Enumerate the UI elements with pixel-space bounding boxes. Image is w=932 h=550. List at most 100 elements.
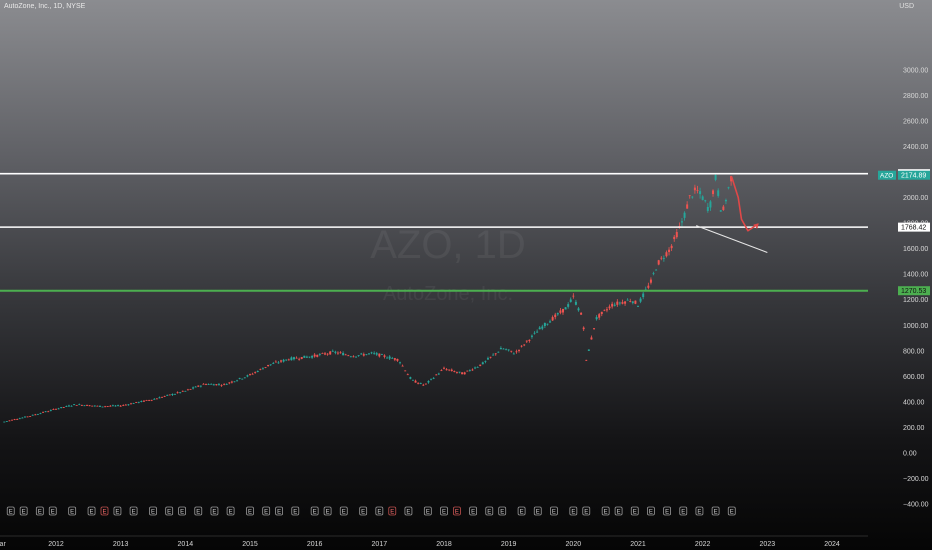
candle-body bbox=[587, 349, 590, 351]
candle-body bbox=[277, 362, 280, 364]
candle-body bbox=[468, 370, 471, 371]
symbol-tag-bg bbox=[878, 170, 896, 180]
candle-body bbox=[16, 419, 19, 420]
earnings-marker bbox=[100, 506, 109, 516]
earnings-marker bbox=[423, 506, 432, 516]
candle-body bbox=[621, 302, 624, 304]
candle-body bbox=[489, 356, 492, 358]
earnings-marker-label: E bbox=[22, 510, 26, 516]
candle-body bbox=[559, 310, 562, 313]
candle-body bbox=[639, 298, 642, 302]
candle-body bbox=[486, 358, 489, 360]
candle-body bbox=[23, 416, 26, 418]
candle-body bbox=[246, 375, 249, 377]
candle-body bbox=[124, 404, 127, 406]
candle-body bbox=[719, 210, 722, 212]
candle-body bbox=[649, 279, 652, 283]
earnings-marker bbox=[498, 506, 507, 516]
x-tick-label: 2019 bbox=[501, 541, 517, 548]
price-tag: 2174.89 bbox=[901, 173, 926, 180]
candle-body bbox=[220, 385, 223, 387]
candle-body bbox=[414, 380, 417, 383]
candle-body bbox=[634, 300, 637, 304]
candle-body bbox=[93, 405, 96, 407]
earnings-marker bbox=[469, 506, 478, 516]
level-label: 1270.53 bbox=[901, 288, 926, 295]
earnings-marker bbox=[647, 506, 655, 516]
candle-body bbox=[668, 249, 671, 253]
earnings-marker bbox=[87, 506, 96, 516]
candle-body bbox=[49, 409, 52, 411]
candle-body bbox=[215, 384, 218, 386]
candle-body bbox=[404, 370, 407, 372]
x-tick-label: 2013 bbox=[113, 541, 129, 548]
candle-body bbox=[280, 360, 283, 362]
x-tick-label: 2020 bbox=[566, 541, 582, 548]
candle-body bbox=[274, 361, 277, 363]
earnings-marker-label: E bbox=[264, 510, 268, 516]
candle-body bbox=[181, 390, 184, 392]
candle-body bbox=[264, 367, 267, 368]
candle-body bbox=[492, 354, 495, 356]
earnings-marker bbox=[178, 506, 187, 516]
candle-body bbox=[717, 190, 720, 196]
earnings-marker bbox=[262, 506, 271, 516]
level-tag bbox=[898, 222, 930, 232]
candle-body bbox=[577, 308, 580, 311]
earnings-marker-label: E bbox=[681, 510, 685, 516]
candle-body bbox=[233, 381, 236, 383]
earnings-marker-label: E bbox=[455, 510, 459, 516]
x-tick-label: 2014 bbox=[178, 541, 194, 548]
candle-body bbox=[536, 331, 539, 333]
candle-body bbox=[572, 295, 575, 297]
earnings-marker-label: E bbox=[151, 510, 155, 516]
earnings-marker-label: E bbox=[604, 510, 608, 516]
candle-body bbox=[430, 378, 433, 380]
candle-body bbox=[730, 176, 733, 182]
earnings-marker-label: E bbox=[115, 510, 119, 516]
earnings-marker-label: E bbox=[714, 510, 718, 516]
candle-body bbox=[223, 383, 226, 385]
candle-body bbox=[57, 408, 60, 410]
candle-body bbox=[67, 405, 70, 407]
candle-body bbox=[334, 351, 337, 353]
candle-body bbox=[127, 404, 130, 406]
earnings-marker bbox=[727, 506, 736, 516]
candle-body bbox=[80, 404, 83, 406]
candle-body bbox=[476, 366, 479, 368]
candle-body bbox=[631, 301, 634, 303]
candle-body bbox=[523, 344, 526, 346]
earnings-marker bbox=[453, 506, 461, 516]
candle-body bbox=[119, 405, 122, 407]
earnings-marker-label: E bbox=[426, 510, 430, 516]
candle-body bbox=[450, 369, 453, 371]
candle-body bbox=[448, 369, 451, 371]
candle-body bbox=[525, 340, 528, 342]
candle-body bbox=[75, 405, 78, 406]
candle-body bbox=[114, 405, 117, 407]
earnings-marker-label: E bbox=[102, 510, 106, 516]
earnings-marker-label: E bbox=[248, 510, 252, 516]
candle-body bbox=[699, 191, 702, 195]
candle-body bbox=[135, 401, 138, 403]
candle-body bbox=[150, 399, 153, 401]
y-tick-label: 200.00 bbox=[903, 425, 925, 432]
candle-body bbox=[637, 306, 639, 308]
earnings-marker bbox=[404, 506, 413, 516]
candle-body bbox=[130, 403, 133, 405]
candle-body bbox=[419, 382, 422, 384]
candle-body bbox=[62, 407, 65, 408]
level-label: 1768.42 bbox=[901, 225, 926, 232]
y-tick-label: 1400.00 bbox=[903, 272, 928, 279]
candle-body bbox=[8, 420, 11, 422]
x-tick-label: 2024 bbox=[824, 541, 840, 548]
candle-body bbox=[693, 187, 696, 191]
candle-body bbox=[624, 301, 627, 304]
earnings-marker bbox=[440, 506, 448, 516]
candle-body bbox=[417, 382, 420, 384]
candle-body bbox=[546, 323, 549, 325]
earnings-marker bbox=[226, 506, 235, 516]
candle-body bbox=[616, 301, 619, 305]
